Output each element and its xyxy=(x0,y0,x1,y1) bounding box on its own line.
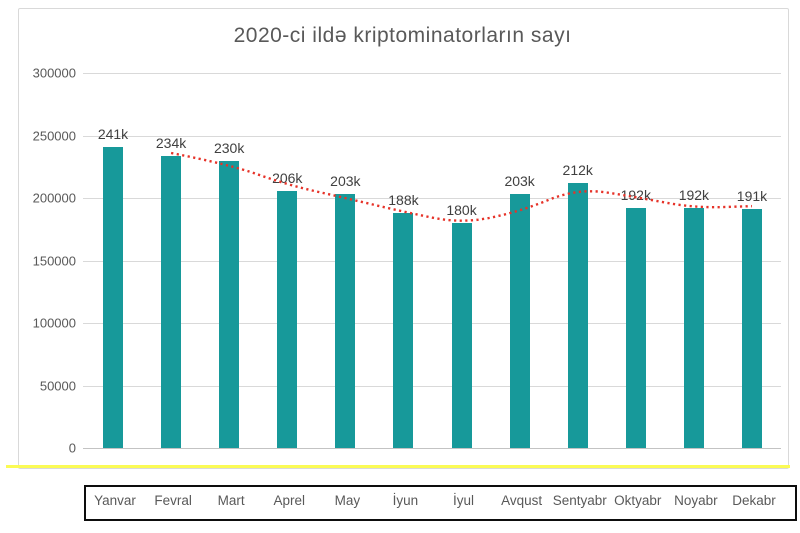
x-tick-label: Avqust xyxy=(501,493,543,508)
y-tick-label: 100000 xyxy=(32,315,76,331)
x-axis-label-box: Yanvar Fevral Mart Aprel May İyun İyul Avqust Se… xyxy=(84,485,797,521)
data-label: 234k xyxy=(155,134,187,151)
x-tick-label: İyun xyxy=(392,493,419,508)
gridline xyxy=(83,260,781,262)
data-label: 192k xyxy=(678,187,710,203)
bar xyxy=(161,155,182,448)
x-axis-line xyxy=(83,448,781,449)
bar xyxy=(741,209,762,448)
x-tick-label: İyul xyxy=(453,493,475,508)
data-label: 188k xyxy=(388,192,419,208)
bar xyxy=(219,160,240,448)
chart-title: 2020-ci ildə kriptominatorların sayı xyxy=(233,24,572,47)
bar xyxy=(277,190,298,448)
y-tick-label: 300000 xyxy=(32,65,76,81)
bar xyxy=(625,208,646,448)
gridline xyxy=(83,135,781,137)
data-label: 192k xyxy=(620,187,651,203)
bar xyxy=(451,223,472,448)
y-tick-label: 200000 xyxy=(32,190,76,206)
y-tick-label: 150000 xyxy=(32,253,76,268)
x-tick-label: Mart xyxy=(217,493,245,508)
y-tick-label: 0 xyxy=(68,440,76,456)
data-label: 180k xyxy=(446,202,477,218)
data-label: 212k xyxy=(562,162,593,178)
data-label: 230k xyxy=(213,139,245,156)
data-label: 206k xyxy=(272,169,303,186)
bar xyxy=(683,208,704,448)
data-label: 241k xyxy=(97,125,129,142)
x-tick-label: May xyxy=(334,493,361,508)
accent-underline xyxy=(6,465,790,468)
bar xyxy=(393,213,414,448)
x-tick-label: Dekabr xyxy=(732,493,776,508)
data-label: 191k xyxy=(736,188,768,205)
bar xyxy=(509,194,530,448)
y-tick-label: 250000 xyxy=(32,128,76,143)
x-tick-label: Oktyabr xyxy=(614,493,662,508)
x-tick-label: Noyabr xyxy=(674,493,718,508)
y-tick-label: 50000 xyxy=(39,378,76,393)
bar xyxy=(335,194,356,448)
bar xyxy=(103,146,123,448)
gridline xyxy=(83,73,781,74)
gridline xyxy=(83,323,781,324)
bar xyxy=(567,183,588,448)
gridline xyxy=(83,385,781,387)
x-tick-label: Fevral xyxy=(154,493,192,508)
x-tick-label: Sentyabr xyxy=(552,493,607,508)
data-label: 203k xyxy=(330,173,361,190)
data-label: 203k xyxy=(504,173,535,190)
x-tick-label: Aprel xyxy=(273,493,306,508)
x-tick-label: Yanvar xyxy=(94,493,136,508)
